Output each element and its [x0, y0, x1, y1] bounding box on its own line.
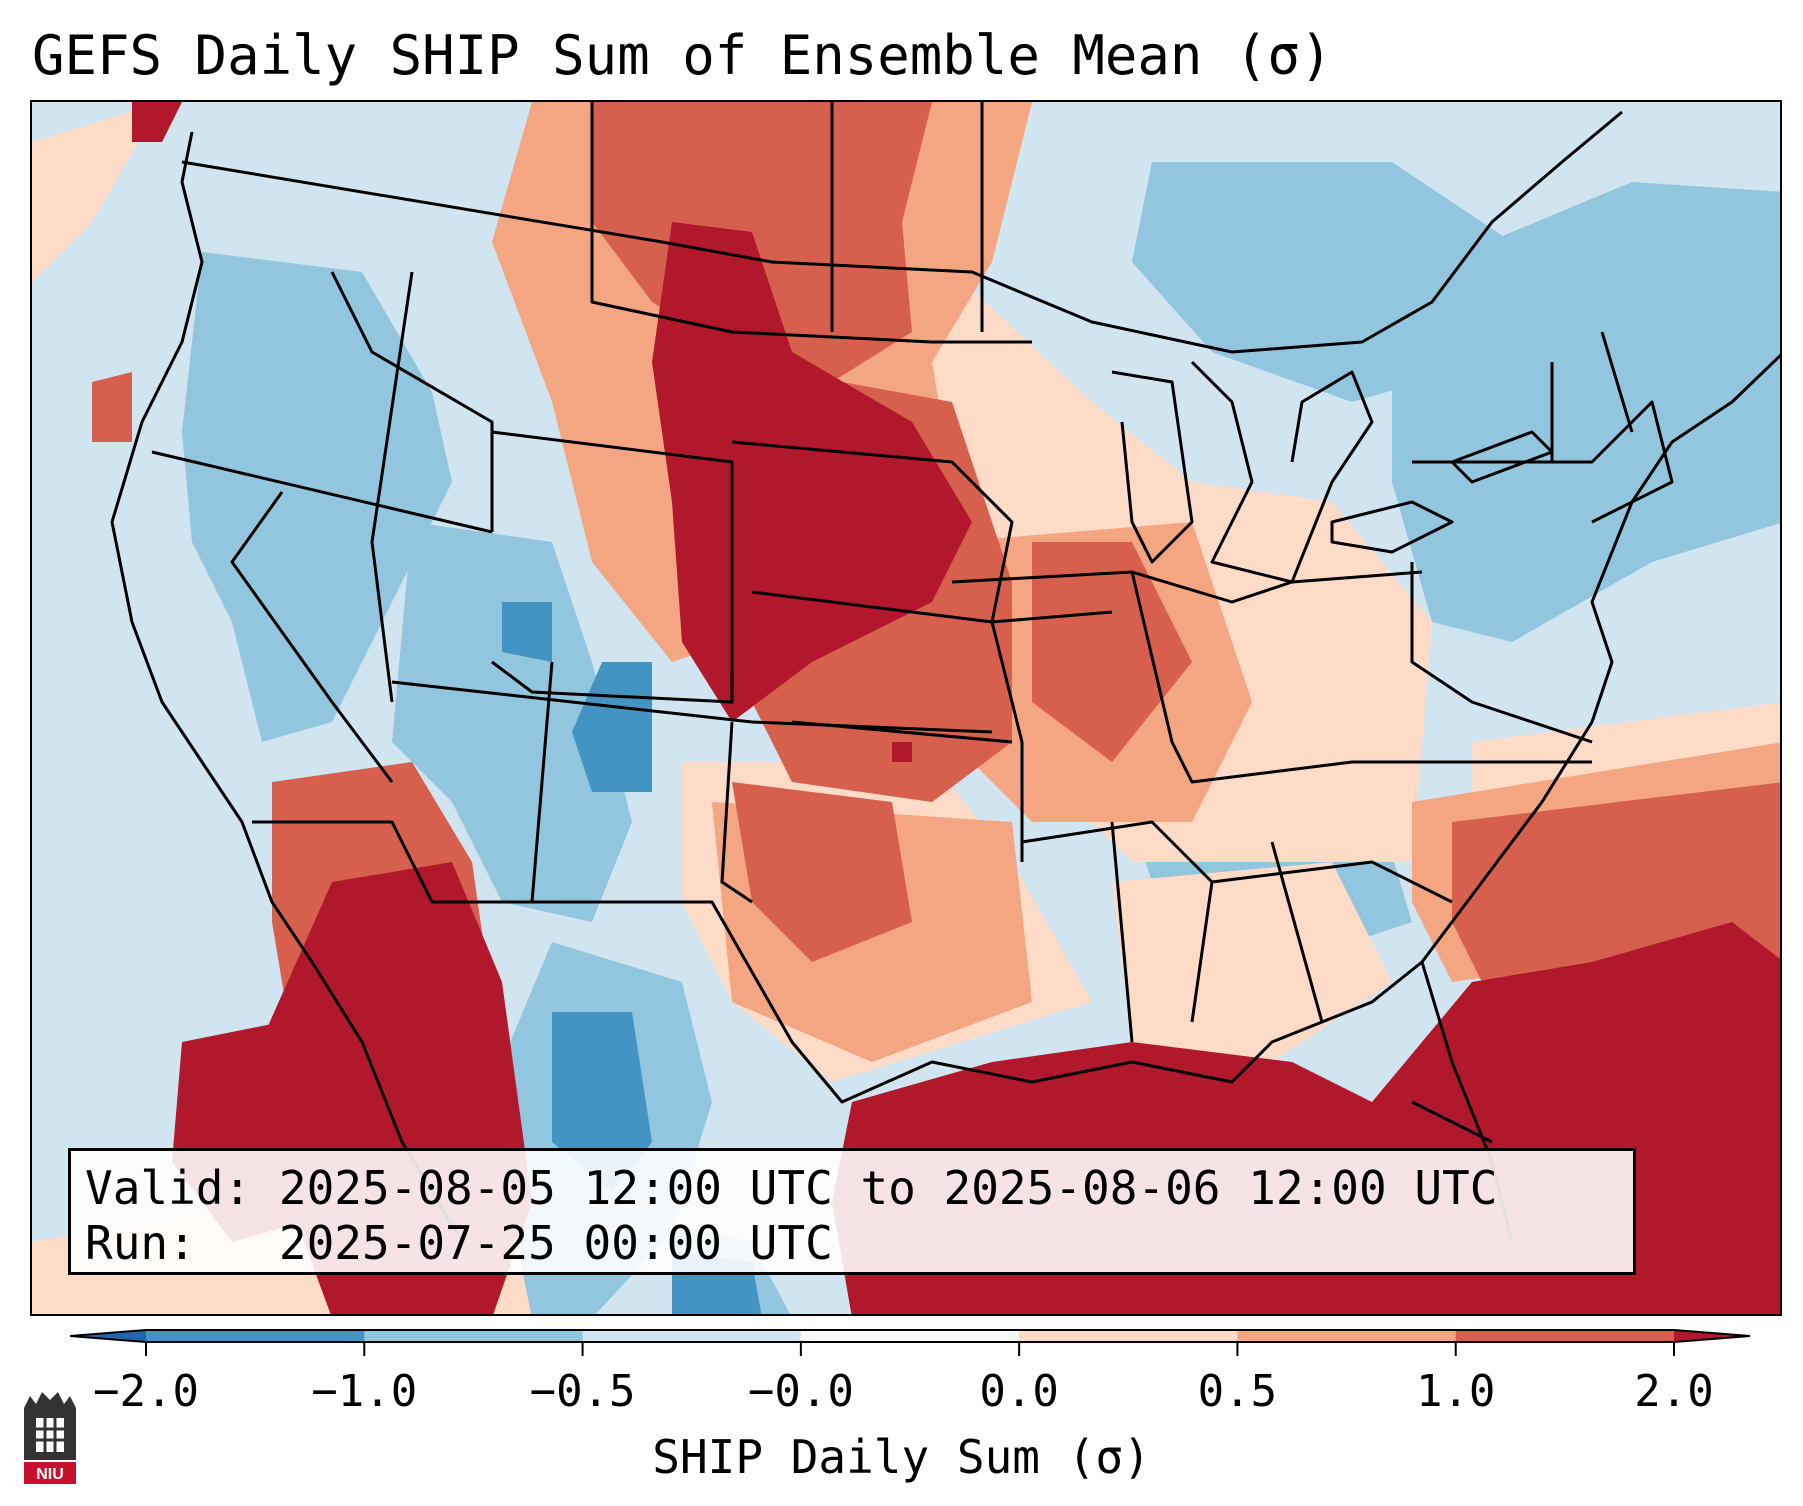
map-boundaries — [110, 102, 1780, 1243]
logo-window — [36, 1418, 64, 1452]
colorbar-tick-label: 1.0 — [1415, 1366, 1496, 1417]
anomaly-region — [182, 252, 452, 742]
great-lakes-outline — [1190, 360, 1374, 584]
anomaly-region — [732, 782, 912, 962]
state-boundary — [590, 102, 1032, 344]
colorbar-tick-label: 0.0 — [979, 1366, 1059, 1417]
colorbar-extend-high — [1674, 1330, 1750, 1342]
colorbar-segment — [364, 1330, 584, 1342]
colorbar-tick-label: −0.0 — [747, 1366, 854, 1417]
niu-logo-icon: NIU — [24, 1392, 76, 1484]
anomaly-region — [1112, 862, 1392, 1062]
state-boundary — [1110, 821, 1134, 1043]
state-boundary — [720, 721, 753, 904]
validity-info-box: Valid: 2025-08-05 12:00 UTC to 2025-08-0… — [68, 1148, 1636, 1275]
anomaly-region — [502, 602, 552, 662]
state-boundary — [1412, 400, 1674, 524]
lake-erie-outline — [1330, 500, 1454, 554]
logo-text: NIU — [36, 1466, 64, 1483]
bahamas-outline — [1411, 1100, 1493, 1144]
colorbar-label: SHIP Daily Sum (σ) — [652, 1430, 1151, 1484]
map-panel: Valid: 2025-08-05 12:00 UTC to 2025-08-0… — [30, 100, 1782, 1316]
lake-ontario-outline — [1450, 430, 1554, 484]
colorbar-segments — [70, 1329, 1750, 1343]
anomaly-region — [392, 522, 632, 922]
state-boundary — [491, 430, 734, 704]
state-boundary — [391, 680, 993, 734]
east-coastline — [1420, 353, 1780, 963]
state-boundary — [1021, 820, 1214, 1023]
anomaly-region — [32, 102, 162, 282]
valid-label: Valid: — [85, 1161, 252, 1215]
logo-banner — [24, 1462, 76, 1484]
colorbar-segment — [800, 1330, 1020, 1342]
colorbar-segment — [146, 1330, 365, 1342]
colorbar-tick-label: −2.0 — [93, 1366, 199, 1417]
lake-michigan-outline — [1111, 370, 1194, 564]
state-boundary — [151, 450, 493, 534]
colorbar-tick-label: −1.0 — [311, 1366, 418, 1417]
state-boundary — [1410, 562, 1593, 744]
anomaly-region — [1392, 182, 1780, 642]
southern-border-gulf-coast — [252, 820, 1423, 1104]
colorbar-segment — [1237, 1330, 1457, 1342]
state-boundary — [370, 271, 414, 703]
state-boundary — [530, 661, 554, 903]
colorbar-extend-low — [70, 1330, 146, 1342]
valid-time-range: 2025-08-05 12:00 UTC to 2025-08-06 12:00… — [278, 1161, 1498, 1215]
state-boundary — [330, 271, 494, 532]
state-boundary — [791, 720, 1013, 744]
west-coastline — [110, 131, 464, 1243]
state-boundary — [1211, 860, 1453, 904]
colorbar-segment — [582, 1330, 802, 1342]
anomaly-region — [892, 742, 912, 762]
state-boundary — [751, 590, 1113, 624]
map-canvas — [32, 102, 1780, 1314]
run-label: Run: — [85, 1216, 196, 1270]
canada-border — [181, 110, 1623, 354]
state-boundary — [1600, 331, 1634, 433]
anomaly-region — [92, 372, 132, 442]
colorbar-tick-label: −0.5 — [529, 1366, 636, 1417]
colorbar-segment — [1019, 1330, 1238, 1342]
anomaly-region — [552, 1012, 652, 1192]
state-boundary — [951, 570, 1423, 604]
chart-title: GEFS Daily SHIP Sum of Ensemble Mean (σ) — [32, 24, 1333, 87]
anomaly-region — [1032, 542, 1192, 762]
anomaly-region — [132, 102, 182, 142]
logo-window-grid — [36, 1418, 64, 1452]
state-boundary — [230, 491, 394, 783]
colorbar-tick-label: 0.5 — [1197, 1366, 1278, 1417]
state-boundary — [1130, 571, 1592, 784]
run-time: 2025-07-25 00:00 UTC — [278, 1216, 833, 1270]
colorbar — [70, 1329, 1750, 1356]
colorbar-tick-label: 2.0 — [1634, 1366, 1714, 1417]
state-boundary — [731, 440, 1024, 862]
colorbar-segment — [1455, 1330, 1675, 1342]
colorbar-ticks — [145, 1342, 1675, 1356]
